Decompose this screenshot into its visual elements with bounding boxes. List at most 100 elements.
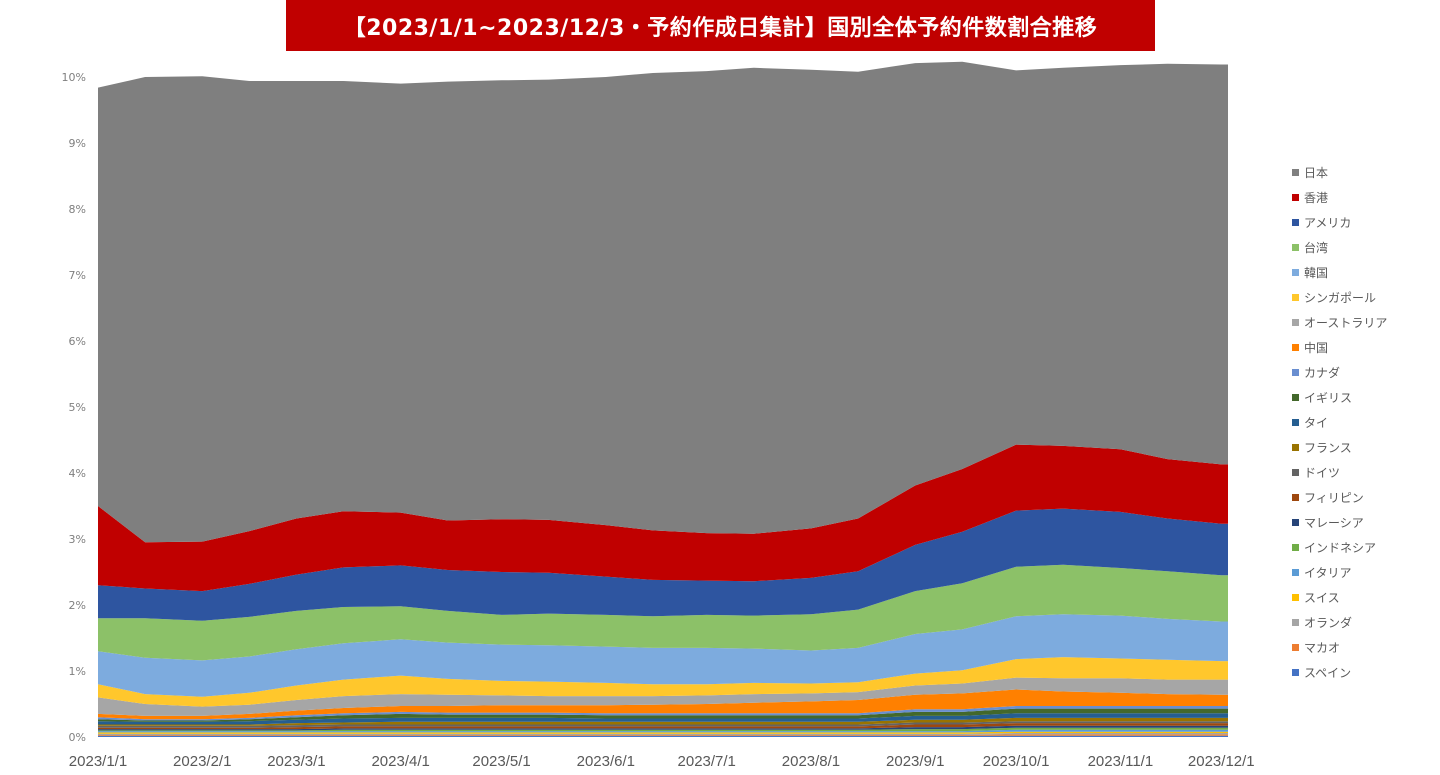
area-series-インドネシア bbox=[98, 727, 1228, 732]
legend-item: オランダ bbox=[1292, 610, 1432, 635]
y-tick-label: 1% bbox=[69, 665, 86, 678]
y-tick-label: 0% bbox=[69, 731, 86, 744]
legend-swatch bbox=[1292, 319, 1299, 326]
area-series-スイス bbox=[98, 731, 1228, 734]
area-series-中国 bbox=[98, 689, 1228, 720]
legend-swatch bbox=[1292, 369, 1299, 376]
area-series-スペイン bbox=[98, 735, 1228, 737]
y-tick-label: 2% bbox=[69, 599, 86, 612]
legend-label: フランス bbox=[1304, 441, 1352, 455]
y-tick-label: 3% bbox=[69, 533, 86, 546]
area-series-香港 bbox=[98, 444, 1228, 592]
legend-swatch bbox=[1292, 169, 1299, 176]
x-tick-label: 2023/9/1 bbox=[886, 753, 944, 770]
legend-label: ドイツ bbox=[1304, 466, 1341, 480]
x-tick-label: 2023/7/1 bbox=[678, 753, 736, 770]
legend-item: スイス bbox=[1292, 585, 1432, 610]
legend-label: オランダ bbox=[1304, 616, 1353, 630]
area-series-マカオ bbox=[98, 734, 1228, 736]
y-tick-label: 5% bbox=[69, 401, 86, 414]
legend-item: マレーシア bbox=[1292, 510, 1432, 535]
legend-item: 中国 bbox=[1292, 335, 1432, 360]
area-series-オーストラリア bbox=[98, 677, 1228, 716]
legend-swatch bbox=[1292, 219, 1299, 226]
x-tick-label: 2023/11/1 bbox=[1088, 753, 1154, 770]
legend-swatch bbox=[1292, 519, 1299, 526]
y-tick-label: 7% bbox=[69, 269, 86, 282]
legend-label: カナダ bbox=[1304, 366, 1341, 380]
legend-swatch bbox=[1292, 444, 1299, 451]
x-tick-label: 2023/6/1 bbox=[577, 753, 635, 770]
legend-label: マカオ bbox=[1304, 641, 1341, 655]
legend-swatch bbox=[1292, 669, 1299, 676]
legend-swatch bbox=[1292, 469, 1299, 476]
legend-label: イタリア bbox=[1304, 566, 1352, 580]
legend-label: シンガポール bbox=[1304, 291, 1377, 305]
y-tick-label: 4% bbox=[69, 467, 86, 480]
y-tick-label: 8% bbox=[69, 203, 86, 216]
area-series-台湾 bbox=[98, 564, 1228, 661]
legend-label: アメリカ bbox=[1304, 216, 1352, 230]
area-series-韓国 bbox=[98, 614, 1228, 697]
legend-item: オーストラリア bbox=[1292, 310, 1432, 335]
area-layers bbox=[98, 61, 1228, 737]
legend-item: イタリア bbox=[1292, 560, 1432, 585]
legend-swatch bbox=[1292, 194, 1299, 201]
area-series-フィリピン bbox=[98, 723, 1228, 730]
legend-label: フィリピン bbox=[1304, 491, 1364, 505]
legend-item: アメリカ bbox=[1292, 210, 1432, 235]
legend-label: オーストラリア bbox=[1304, 316, 1388, 330]
legend-label: 香港 bbox=[1304, 191, 1329, 205]
area-series-マレーシア bbox=[98, 725, 1228, 731]
legend-item: 台湾 bbox=[1292, 235, 1432, 260]
legend-item: タイ bbox=[1292, 410, 1432, 435]
area-series-イギリス bbox=[98, 708, 1228, 722]
legend-item: インドネシア bbox=[1292, 535, 1432, 560]
legend-label: マレーシア bbox=[1304, 516, 1364, 530]
x-tick-label: 2023/12/1 bbox=[1188, 753, 1255, 770]
legend-item: イギリス bbox=[1292, 385, 1432, 410]
x-tick-label: 2023/10/1 bbox=[983, 753, 1050, 770]
area-series-シンガポール bbox=[98, 657, 1228, 707]
legend-swatch bbox=[1292, 344, 1299, 351]
legend-swatch bbox=[1292, 544, 1299, 551]
area-series-オランダ bbox=[98, 733, 1228, 735]
x-tick-label: 2023/5/1 bbox=[472, 753, 530, 770]
legend-label: 日本 bbox=[1304, 166, 1329, 180]
x-tick-label: 2023/3/1 bbox=[267, 753, 325, 770]
legend-item: フィリピン bbox=[1292, 485, 1432, 510]
x-tick-label: 2023/4/1 bbox=[371, 753, 429, 770]
x-tick-label: 2023/8/1 bbox=[782, 753, 840, 770]
legend-swatch bbox=[1292, 294, 1299, 301]
legend-item: 香港 bbox=[1292, 185, 1432, 210]
y-tick-label: 9% bbox=[69, 137, 86, 150]
legend-swatch bbox=[1292, 619, 1299, 626]
legend-item: シンガポール bbox=[1292, 285, 1432, 310]
area-series-日本 bbox=[98, 61, 1228, 543]
area-series-フランス bbox=[98, 717, 1228, 726]
legend-label: 台湾 bbox=[1304, 241, 1329, 255]
legend-label: タイ bbox=[1304, 416, 1329, 430]
legend-swatch bbox=[1292, 494, 1299, 501]
legend-item: 日本 bbox=[1292, 160, 1432, 185]
area-series-タイ bbox=[98, 713, 1228, 725]
legend-label: 中国 bbox=[1304, 341, 1329, 355]
legend-item: スペイン bbox=[1292, 660, 1432, 685]
x-tick-label: 2023/1/1 bbox=[69, 753, 127, 770]
legend-swatch bbox=[1292, 394, 1299, 401]
legend-label: イギリス bbox=[1304, 391, 1353, 405]
area-series-イタリア bbox=[98, 729, 1228, 733]
chart-title: 【2023/1/1~2023/12/3・予約作成日集計】国別全体予約件数割合推移 bbox=[286, 0, 1155, 51]
legend-label: スペイン bbox=[1304, 666, 1352, 680]
legend-swatch bbox=[1292, 594, 1299, 601]
area-series-カナダ bbox=[98, 706, 1228, 721]
legend-item: マカオ bbox=[1292, 635, 1432, 660]
legend-item: 韓国 bbox=[1292, 260, 1432, 285]
y-axis: 0% 1% 2% 3% 4% 5% 6% 7% 8% 9% 10% bbox=[62, 71, 86, 744]
x-axis: 2023/1/1 2023/2/1 2023/3/1 2023/4/1 2023/5/1… bbox=[69, 753, 1255, 770]
legend-swatch bbox=[1292, 419, 1299, 426]
legend-item: カナダ bbox=[1292, 360, 1432, 385]
area-series-アメリカ bbox=[98, 508, 1228, 621]
legend-swatch bbox=[1292, 569, 1299, 576]
